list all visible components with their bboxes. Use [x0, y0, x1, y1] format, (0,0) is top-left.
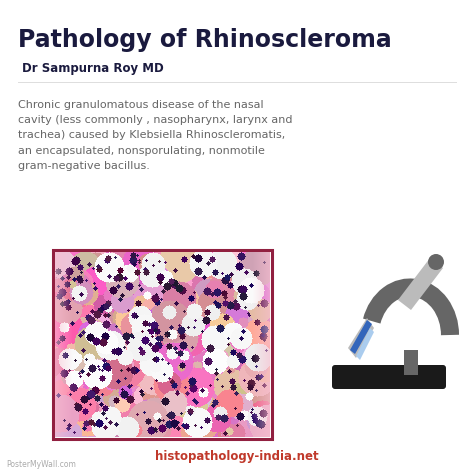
Bar	[53, 250, 272, 439]
Polygon shape	[356, 328, 374, 360]
Circle shape	[428, 254, 444, 270]
Polygon shape	[348, 318, 374, 358]
Bar	[355, 365, 400, 371]
FancyBboxPatch shape	[332, 365, 446, 389]
Text: Chronic granulomatous disease of the nasal
cavity (less commonly , nasopharynx, : Chronic granulomatous disease of the nas…	[18, 100, 292, 171]
Text: Pathology of Rhinoscleroma: Pathology of Rhinoscleroma	[18, 28, 392, 52]
Polygon shape	[350, 320, 372, 354]
Polygon shape	[398, 258, 443, 310]
Text: histopathology-india.net: histopathology-india.net	[155, 450, 319, 463]
Text: Dr Sampurna Roy MD: Dr Sampurna Roy MD	[22, 62, 164, 75]
Text: PosterMyWall.com: PosterMyWall.com	[6, 460, 76, 469]
FancyBboxPatch shape	[404, 350, 418, 375]
